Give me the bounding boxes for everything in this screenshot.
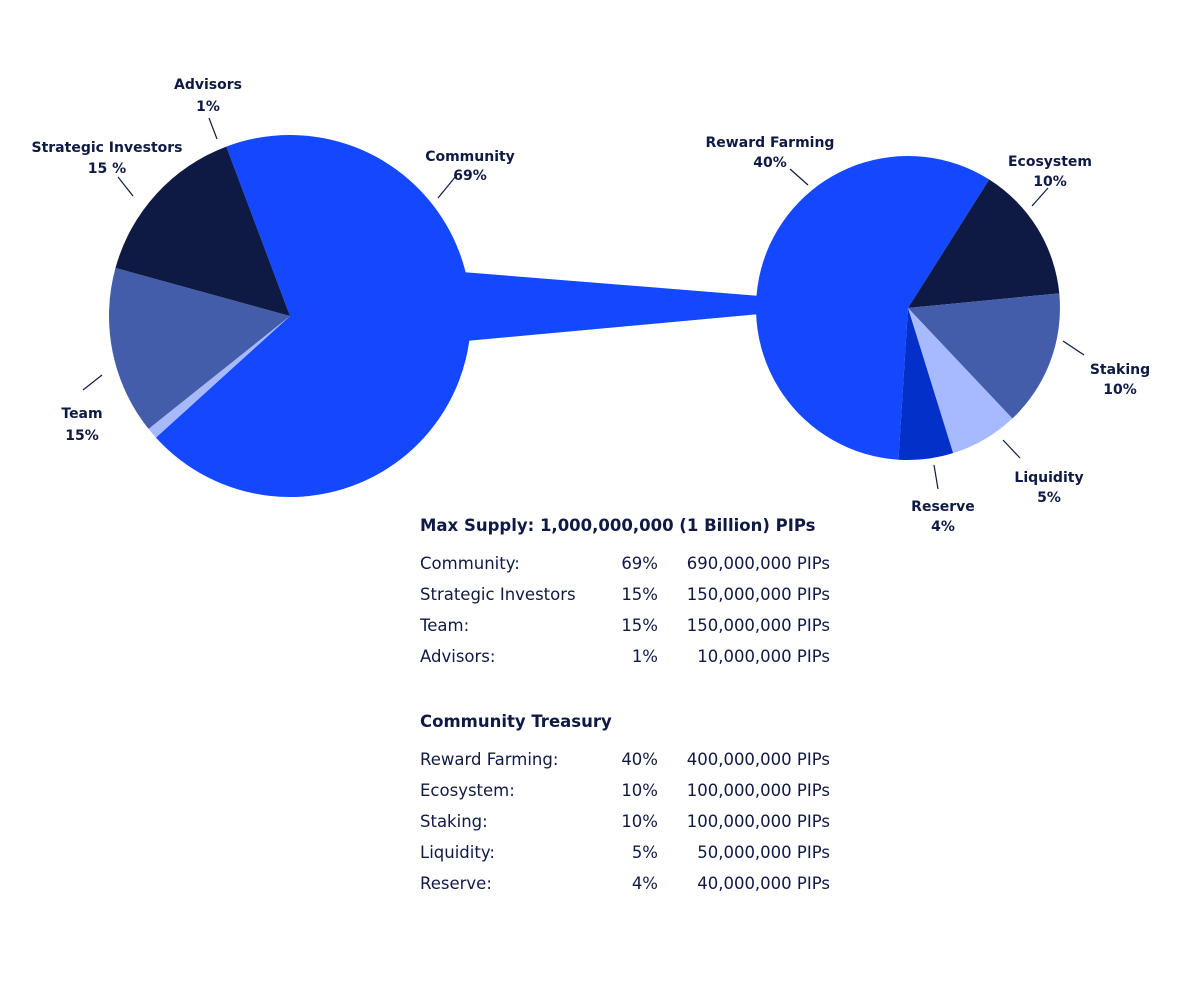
row-amount: 150,000,000 PIPs: [686, 585, 830, 604]
row-amount: 690,000,000 PIPs: [686, 554, 830, 573]
leader-line-reserve: [933, 464, 939, 490]
leader-line-ecosystem: [1031, 187, 1049, 207]
row-amount: 40,000,000 PIPs: [697, 874, 830, 893]
supply-row: Team: 15% 150,000,000 PIPs: [420, 610, 840, 641]
treasury-row: Staking: 10% 100,000,000 PIPs: [420, 806, 840, 837]
slice-label-liquidity: Liquidity: [1014, 470, 1083, 486]
max-supply-rows: Community: 69% 690,000,000 PIPs Strategic I…: [420, 548, 840, 672]
row-label: Advisors:: [420, 647, 496, 666]
leader-line-community: [437, 175, 457, 199]
community-treasury-block: Community Treasury Reward Farming: 40% 400…: [420, 709, 840, 899]
slice-value-team: 15%: [65, 428, 99, 444]
row-percent: 15%: [621, 616, 658, 635]
treasury-pie: Reward Farming 40% Ecosystem 10% Staking 10% L…: [706, 135, 1151, 535]
allocation-tables: Max Supply: 1,000,000,000 (1 Billion) PI…: [420, 513, 840, 899]
leader-line-liquidity: [1002, 439, 1021, 459]
slice-value-liquidity: 5%: [1037, 490, 1061, 506]
slice-value-strategic: 15 %: [88, 161, 126, 177]
row-amount: 100,000,000 PIPs: [686, 812, 830, 831]
pie-slice-community: [155, 134, 471, 497]
leader-line-advisors: [208, 117, 218, 140]
row-percent: 15%: [621, 585, 658, 604]
pie-slice-advisors: [148, 316, 290, 438]
row-amount: 100,000,000 PIPs: [686, 781, 830, 800]
slice-value-reward: 40%: [753, 155, 787, 171]
max-supply-block: Max Supply: 1,000,000,000 (1 Billion) PI…: [420, 513, 840, 672]
slice-label-staking: Staking: [1090, 362, 1150, 378]
treasury-row: Reward Farming: 40% 400,000,000 PIPs: [420, 744, 840, 775]
row-label: Liquidity:: [420, 843, 495, 862]
treasury-row: Reserve: 4% 40,000,000 PIPs: [420, 868, 840, 899]
slice-label-advisors: Advisors: [174, 77, 242, 93]
row-label: Reserve:: [420, 874, 492, 893]
slice-value-ecosystem: 10%: [1033, 174, 1067, 190]
row-percent: 10%: [621, 812, 658, 831]
community-connector-band: [462, 272, 760, 341]
slice-value-staking: 10%: [1103, 382, 1137, 398]
supply-row: Advisors: 1% 10,000,000 PIPs: [420, 641, 840, 672]
slice-label-strategic: Strategic Investors: [32, 140, 183, 156]
pie-slice-team: [115, 146, 290, 316]
row-percent: 40%: [621, 750, 658, 769]
community-treasury-title: Community Treasury: [420, 712, 612, 731]
slice-label-ecosystem: Ecosystem: [1008, 154, 1092, 170]
leader-line-strategic: [117, 176, 134, 197]
pie-slice-staking: [908, 293, 1060, 419]
community-treasury-rows: Reward Farming: 40% 400,000,000 PIPs Ecosys…: [420, 744, 840, 899]
slice-value-advisors: 1%: [196, 99, 220, 115]
row-amount: 10,000,000 PIPs: [697, 647, 830, 666]
pie-slice-reserve: [898, 308, 954, 460]
row-label: Reward Farming:: [420, 750, 559, 769]
row-label: Ecosystem:: [420, 781, 515, 800]
slice-label-reward: Reward Farming: [706, 135, 835, 151]
row-label: Strategic Investors: [420, 585, 576, 604]
slice-value-community: 69%: [453, 168, 487, 184]
row-amount: 150,000,000 PIPs: [686, 616, 830, 635]
slice-label-team: Team: [61, 406, 102, 422]
slice-label-community: Community: [425, 149, 515, 165]
row-percent: 4%: [631, 874, 658, 893]
row-amount: 50,000,000 PIPs: [697, 843, 830, 862]
row-percent: 10%: [621, 781, 658, 800]
slice-label-reserve: Reserve: [911, 499, 975, 515]
row-percent: 69%: [621, 554, 658, 573]
supply-row: Strategic Investors 15% 150,000,000 PIPs: [420, 579, 840, 610]
row-label: Team:: [420, 616, 470, 635]
row-percent: 1%: [631, 647, 658, 666]
leader-line-reward: [789, 168, 809, 186]
pie-slice-liquidity: [908, 308, 1013, 454]
pie-slice-strategic: [108, 267, 290, 429]
supply-pie: Community 69% Advisors 1% Strategic Investor…: [32, 77, 515, 497]
max-supply-title: Max Supply: 1,000,000,000 (1 Billion) PI…: [420, 516, 816, 535]
row-amount: 400,000,000 PIPs: [686, 750, 830, 769]
leader-line-team: [82, 374, 103, 391]
row-percent: 5%: [631, 843, 658, 862]
supply-row: Community: 69% 690,000,000 PIPs: [420, 548, 840, 579]
leader-line-staking: [1062, 340, 1085, 356]
row-label: Community:: [420, 554, 520, 573]
pie-slice-reward: [756, 155, 990, 460]
treasury-row: Liquidity: 5% 50,000,000 PIPs: [420, 837, 840, 868]
slice-value-reserve: 4%: [931, 519, 955, 535]
treasury-row: Ecosystem: 10% 100,000,000 PIPs: [420, 775, 840, 806]
row-label: Staking:: [420, 812, 488, 831]
pie-slice-ecosystem: [908, 179, 1060, 308]
